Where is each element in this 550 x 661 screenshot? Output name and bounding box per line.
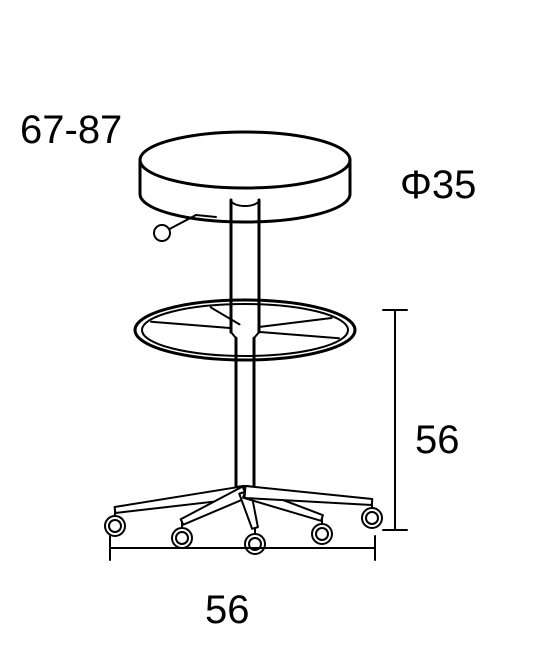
dim-footring-height: 56: [415, 420, 460, 460]
dim-base-width: 56: [205, 590, 250, 630]
dim-height-range: 67-87: [20, 110, 122, 150]
diagram-canvas: 67-87 Φ35 56 56: [0, 0, 550, 661]
stool-drawing: [0, 0, 550, 661]
dim-seat-diameter: Φ35: [400, 165, 476, 205]
